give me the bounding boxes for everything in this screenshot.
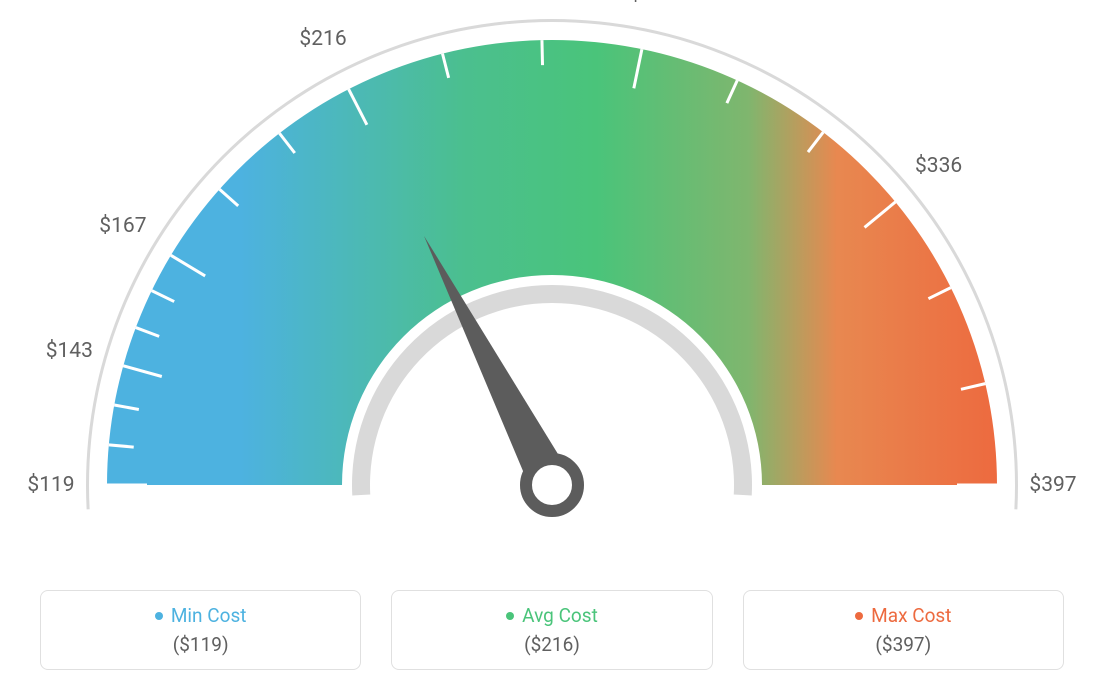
gauge-tick-label: $167 [99, 214, 146, 238]
legend: Min Cost ($119) Avg Cost ($216) Max Cost… [0, 590, 1104, 690]
gauge-tick-label: $216 [299, 27, 346, 51]
legend-value-max: ($397) [875, 633, 931, 656]
legend-title-max: Max Cost [855, 604, 951, 627]
legend-label-min: Min Cost [171, 604, 247, 627]
legend-label-avg: Avg Cost [522, 604, 598, 627]
gauge-container: $119 $143 $167 $216 $276 $336 $397 [0, 0, 1104, 560]
legend-item-avg: Avg Cost ($216) [391, 590, 712, 670]
legend-value-avg: ($216) [524, 633, 580, 656]
gauge-tick-label: $397 [1029, 473, 1076, 497]
legend-dot-min [155, 612, 163, 620]
gauge-tick-label: $119 [27, 473, 74, 497]
legend-value-min: ($119) [173, 633, 229, 656]
gauge-tick-label: $276 [630, 0, 677, 6]
legend-label-max: Max Cost [871, 604, 951, 627]
legend-title-avg: Avg Cost [506, 604, 598, 627]
legend-dot-avg [506, 612, 514, 620]
gauge-chart [0, 0, 1104, 560]
gauge-tick-label: $143 [46, 339, 93, 363]
legend-item-max: Max Cost ($397) [743, 590, 1064, 670]
legend-item-min: Min Cost ($119) [40, 590, 361, 670]
legend-title-min: Min Cost [155, 604, 247, 627]
gauge-tick-label: $336 [915, 154, 962, 178]
legend-dot-max [855, 612, 863, 620]
